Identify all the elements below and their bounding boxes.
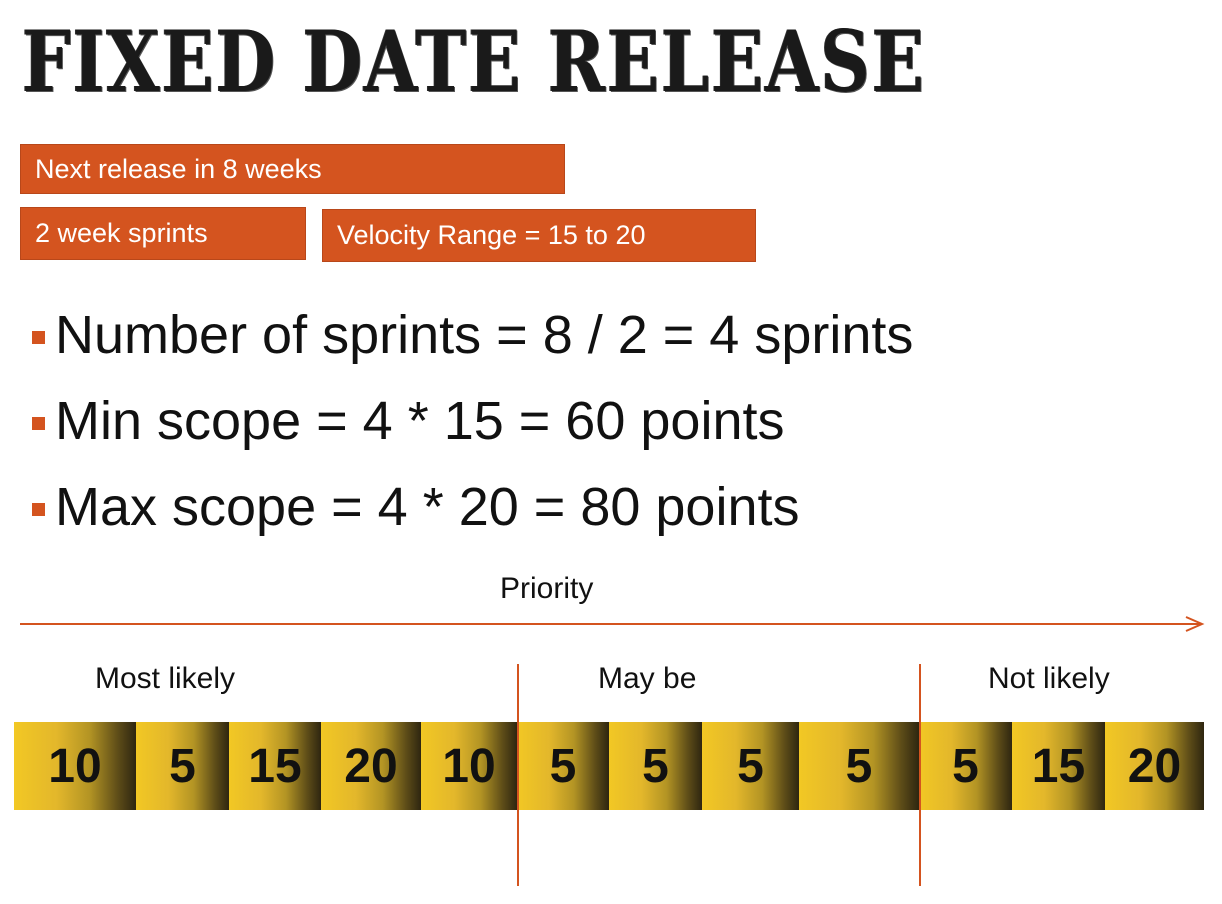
priority-label: Priority	[500, 572, 594, 605]
bullet-item: Min scope = 4 * 15 = 60 points	[32, 378, 913, 464]
backlog-item: 5	[517, 722, 609, 810]
bullet-text: Min scope = 4 * 15 = 60 points	[55, 391, 785, 451]
slide-title: FIXED DATE RELEASE	[22, 12, 926, 111]
backlog-item: 20	[1105, 722, 1204, 810]
group-divider	[517, 664, 519, 886]
bullet-text: Max scope = 4 * 20 = 80 points	[55, 477, 800, 537]
bullet-marker-icon	[32, 330, 45, 344]
backlog-item: 5	[609, 722, 702, 810]
backlog-item: 5	[919, 722, 1012, 810]
release-tag: Next release in 8 weeks	[20, 144, 565, 194]
backlog-item: 15	[229, 722, 321, 810]
sprints-tag: 2 week sprints	[20, 207, 306, 260]
bullet-text: Number of sprints = 8 / 2 = 4 sprints	[55, 305, 914, 365]
bullet-list: Number of sprints = 8 / 2 = 4 sprints Mi…	[32, 292, 913, 550]
backlog-strip: 10 5 15 20 10 5 5 5 5 5 15 20	[14, 722, 1204, 810]
bullet-item: Max scope = 4 * 20 = 80 points	[32, 464, 913, 550]
backlog-item: 15	[1012, 722, 1105, 810]
backlog-item: 5	[136, 722, 229, 810]
backlog-item: 5	[702, 722, 799, 810]
backlog-item: 5	[799, 722, 919, 810]
priority-arrow-icon	[20, 616, 1205, 632]
backlog-item: 10	[14, 722, 136, 810]
bullet-marker-icon	[32, 416, 45, 430]
backlog-item: 10	[421, 722, 517, 810]
bullet-marker-icon	[32, 502, 45, 516]
velocity-tag: Velocity Range = 15 to 20	[322, 209, 756, 262]
bullet-item: Number of sprints = 8 / 2 = 4 sprints	[32, 292, 913, 378]
backlog-item: 20	[321, 722, 421, 810]
group-divider	[919, 664, 921, 886]
group-label-not-likely: Not likely	[988, 662, 1110, 695]
group-label-most-likely: Most likely	[95, 662, 236, 695]
group-label-may-be: May be	[598, 662, 697, 695]
